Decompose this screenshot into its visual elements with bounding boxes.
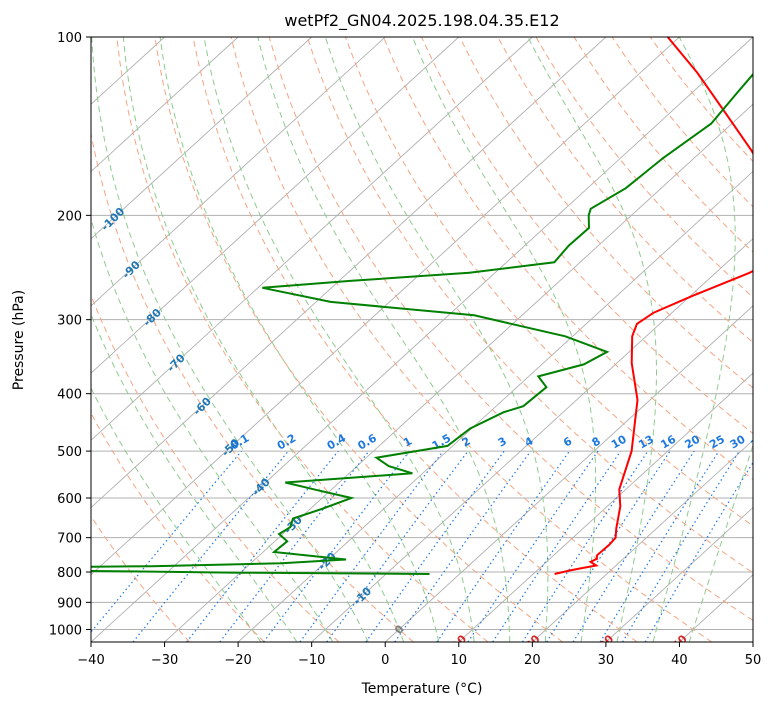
isotherm-line <box>605 506 753 642</box>
moist-adiabat-line <box>652 37 736 642</box>
moist-adiabat-line <box>91 37 369 642</box>
profile-series <box>91 37 753 575</box>
mixing-ratio-label: 36 <box>748 432 768 451</box>
dry-adiabat-line <box>154 37 563 642</box>
moist-adiabat-line <box>324 37 549 642</box>
x-tick-label: 0 <box>381 653 389 668</box>
dry-adiabat-line <box>91 131 414 642</box>
x-tick-label: 10 <box>451 653 468 668</box>
mixing-ratio-line <box>467 450 599 642</box>
x-tick-label: 20 <box>524 653 541 668</box>
y-tick-label: 500 <box>57 445 82 460</box>
dry-adiabat-line <box>344 37 753 527</box>
y-tick-label: 400 <box>57 388 82 403</box>
moist-adiabat-line <box>91 313 298 642</box>
dry-adiabat-line <box>91 515 191 642</box>
moist-adiabat-line <box>688 444 753 642</box>
plot-frame <box>90 36 754 643</box>
y-tick-label: 700 <box>57 532 82 547</box>
y-tick-label: 100 <box>57 31 82 46</box>
mixing-ratio-line <box>644 461 753 642</box>
isotherm-line <box>91 37 607 509</box>
isotherm-line <box>311 238 753 642</box>
x-axis-ticks: −40 −30 −20 −10 0 10 20 30 40 50 <box>77 642 761 668</box>
y-tick-label: 300 <box>57 314 82 329</box>
x-tick-label: 40 <box>671 653 688 668</box>
dry-adiabat-line <box>116 37 489 642</box>
dewpoint-profile-line <box>91 72 753 575</box>
x-axis-label: Temperature (°C) <box>361 681 483 697</box>
isotherm-label: 40 <box>670 632 690 652</box>
y-axis-ticks: 100 200 300 400 500 600 700 800 900 1000 <box>49 31 91 638</box>
moist-adiabat-line <box>91 217 334 642</box>
mixing-ratio-line <box>599 450 720 642</box>
isotherm-line <box>384 305 753 642</box>
isotherm-line <box>91 37 386 307</box>
x-tick-label: 30 <box>598 653 615 668</box>
y-tick-label: 800 <box>57 566 82 581</box>
x-tick-label: −10 <box>298 653 325 668</box>
moist-adiabats <box>91 37 753 642</box>
y-tick-label: 200 <box>57 209 82 224</box>
dry-adiabat-line <box>535 37 753 298</box>
grid-lines <box>91 37 753 642</box>
isotherm-line <box>752 641 753 642</box>
mixing-ratio-line <box>436 450 570 642</box>
x-tick-label: 50 <box>745 653 762 668</box>
isotherm-line <box>91 37 239 173</box>
chart-title: wetPf2_GN04.2025.198.04.35.E12 <box>284 11 559 31</box>
isotherm-label: 10 <box>449 632 469 652</box>
dry-adiabat-line <box>268 37 753 622</box>
isotherm-line <box>91 37 680 576</box>
isotherm-label: 30 <box>596 632 616 652</box>
mixing-ratio-line <box>622 450 740 642</box>
mixing-ratio-line <box>492 450 622 642</box>
mixing-ratio-line <box>546 450 671 642</box>
moist-adiabat-line <box>91 387 262 642</box>
isotherm-line <box>531 439 753 642</box>
mixing-ratio-line <box>572 450 695 642</box>
isotherm-line <box>237 170 753 642</box>
isotherm-line <box>91 37 460 374</box>
moist-adiabat-line <box>159 37 440 642</box>
temperature-profile-line <box>554 37 753 575</box>
x-tick-label: −20 <box>224 653 251 668</box>
isotherm-line <box>91 37 753 642</box>
moist-adiabat-line <box>122 37 405 642</box>
moist-adiabat-line <box>203 37 475 642</box>
dry-adiabat-line <box>91 412 265 642</box>
y-tick-label: 600 <box>57 492 82 507</box>
moist-adiabat-line <box>527 37 657 642</box>
isotherm-line <box>458 372 753 642</box>
mixing-ratio-line <box>263 450 410 642</box>
y-axis-label: Pressure (hPa) <box>11 290 27 390</box>
isotherm-label: 20 <box>523 632 543 652</box>
dry-adiabat-line <box>91 293 340 642</box>
y-tick-label: 1000 <box>49 623 82 638</box>
dry-adiabat-line <box>306 37 753 574</box>
isotherm-line <box>91 37 313 240</box>
moist-adiabat-line <box>257 37 511 642</box>
mixing-ratio-line <box>394 450 532 642</box>
mixing-ratio-line <box>132 450 289 642</box>
isotherm-line <box>164 103 753 642</box>
dry-adiabat-line <box>192 37 638 642</box>
dry-adiabats <box>91 37 753 642</box>
y-tick-label: 900 <box>57 596 82 611</box>
x-tick-label: −40 <box>77 653 104 668</box>
x-tick-label: −30 <box>151 653 178 668</box>
isotherm-line <box>91 37 533 441</box>
